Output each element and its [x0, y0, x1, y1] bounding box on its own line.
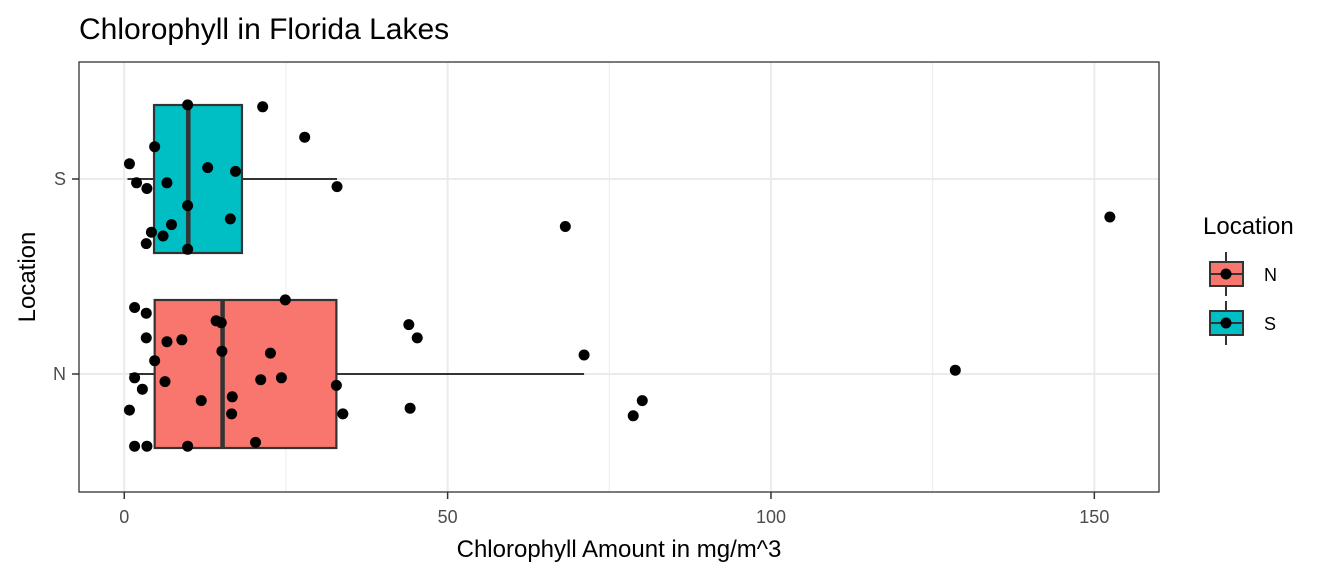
- data-point-n: [129, 440, 141, 452]
- legend-label-s: S: [1264, 314, 1276, 334]
- data-point-s: [257, 101, 269, 113]
- data-point-n: [279, 294, 291, 306]
- data-point-n: [226, 408, 238, 420]
- data-point-n: [216, 345, 228, 357]
- data-point-n: [403, 319, 415, 331]
- data-point-n: [627, 410, 639, 422]
- panel-border: [78, 61, 1160, 493]
- x-tick-label: 50: [438, 507, 458, 527]
- data-point-n: [123, 404, 135, 416]
- data-point-s: [331, 181, 343, 193]
- y-tick-label: N: [53, 364, 66, 384]
- data-point-n: [578, 349, 590, 361]
- legend: Location NS: [1203, 213, 1294, 345]
- legend-key-point: [1220, 317, 1232, 329]
- data-point-n: [149, 355, 161, 367]
- data-point-s: [202, 162, 214, 174]
- data-point-n: [250, 436, 262, 448]
- y-axis-ticks: NS: [53, 169, 79, 384]
- data-point-s: [145, 226, 157, 238]
- data-point-n: [141, 440, 153, 452]
- x-tick-label: 0: [119, 507, 129, 527]
- data-point-n: [176, 334, 188, 346]
- data-point-n: [195, 395, 207, 407]
- data-point-s: [149, 141, 161, 153]
- data-point-n: [404, 402, 416, 414]
- data-point-s: [141, 183, 153, 194]
- data-point-n: [140, 307, 152, 319]
- data-point-n: [264, 347, 276, 359]
- data-point-s: [140, 238, 152, 250]
- legend-label-n: N: [1264, 265, 1277, 285]
- x-axis-ticks: 0 50 100 150: [119, 492, 1109, 527]
- y-axis-title: Location: [14, 232, 41, 323]
- x-tick-label: 100: [756, 507, 786, 527]
- data-point-s: [131, 177, 143, 189]
- data-point-s: [182, 99, 194, 111]
- plot-panel: [78, 61, 1160, 493]
- data-point-n: [255, 374, 267, 386]
- data-point-n: [136, 383, 148, 395]
- data-point-n: [129, 302, 141, 313]
- points-layer: [123, 99, 1116, 452]
- data-point-n: [411, 332, 423, 344]
- y-tick-label: S: [54, 169, 66, 189]
- data-point-n: [159, 376, 171, 388]
- data-point-n: [140, 332, 152, 344]
- data-point-s: [157, 230, 169, 242]
- data-point-n: [161, 336, 173, 348]
- x-tick-label: 150: [1079, 507, 1109, 527]
- data-point-n: [226, 391, 238, 403]
- data-point-s: [1104, 211, 1116, 223]
- data-point-s: [299, 131, 311, 143]
- data-point-s: [123, 158, 135, 170]
- data-point-s: [559, 221, 571, 232]
- data-point-n: [215, 317, 227, 329]
- legend-keys: NS: [1209, 252, 1277, 345]
- data-point-n: [182, 440, 194, 452]
- data-point-s: [165, 219, 177, 231]
- x-axis-title: Chlorophyll Amount in mg/m^3: [457, 536, 782, 563]
- data-point-n: [330, 379, 342, 391]
- box-n: [153, 298, 338, 450]
- legend-title: Location: [1203, 213, 1294, 240]
- data-point-n: [636, 395, 648, 407]
- data-point-s: [161, 177, 173, 189]
- data-point-s: [182, 200, 194, 212]
- data-point-s: [230, 165, 242, 177]
- data-point-s: [224, 213, 236, 225]
- legend-key-point: [1220, 268, 1232, 280]
- chart-title: Chlorophyll in Florida Lakes: [79, 13, 449, 46]
- data-point-n: [337, 408, 349, 420]
- data-point-n: [949, 364, 961, 376]
- data-point-n: [275, 372, 287, 384]
- data-point-s: [182, 243, 194, 255]
- data-point-n: [129, 372, 141, 384]
